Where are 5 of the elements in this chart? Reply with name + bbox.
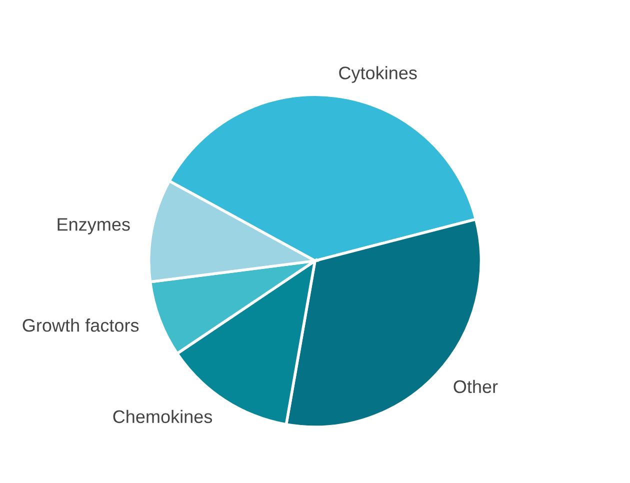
slice-label: Cytokines [339,66,417,83]
slice-label: Other [454,380,498,394]
slice-label: Enzymes [58,218,130,234]
slice-label: Chemokines [113,410,212,424]
slice-label: Growth factors [22,318,139,332]
